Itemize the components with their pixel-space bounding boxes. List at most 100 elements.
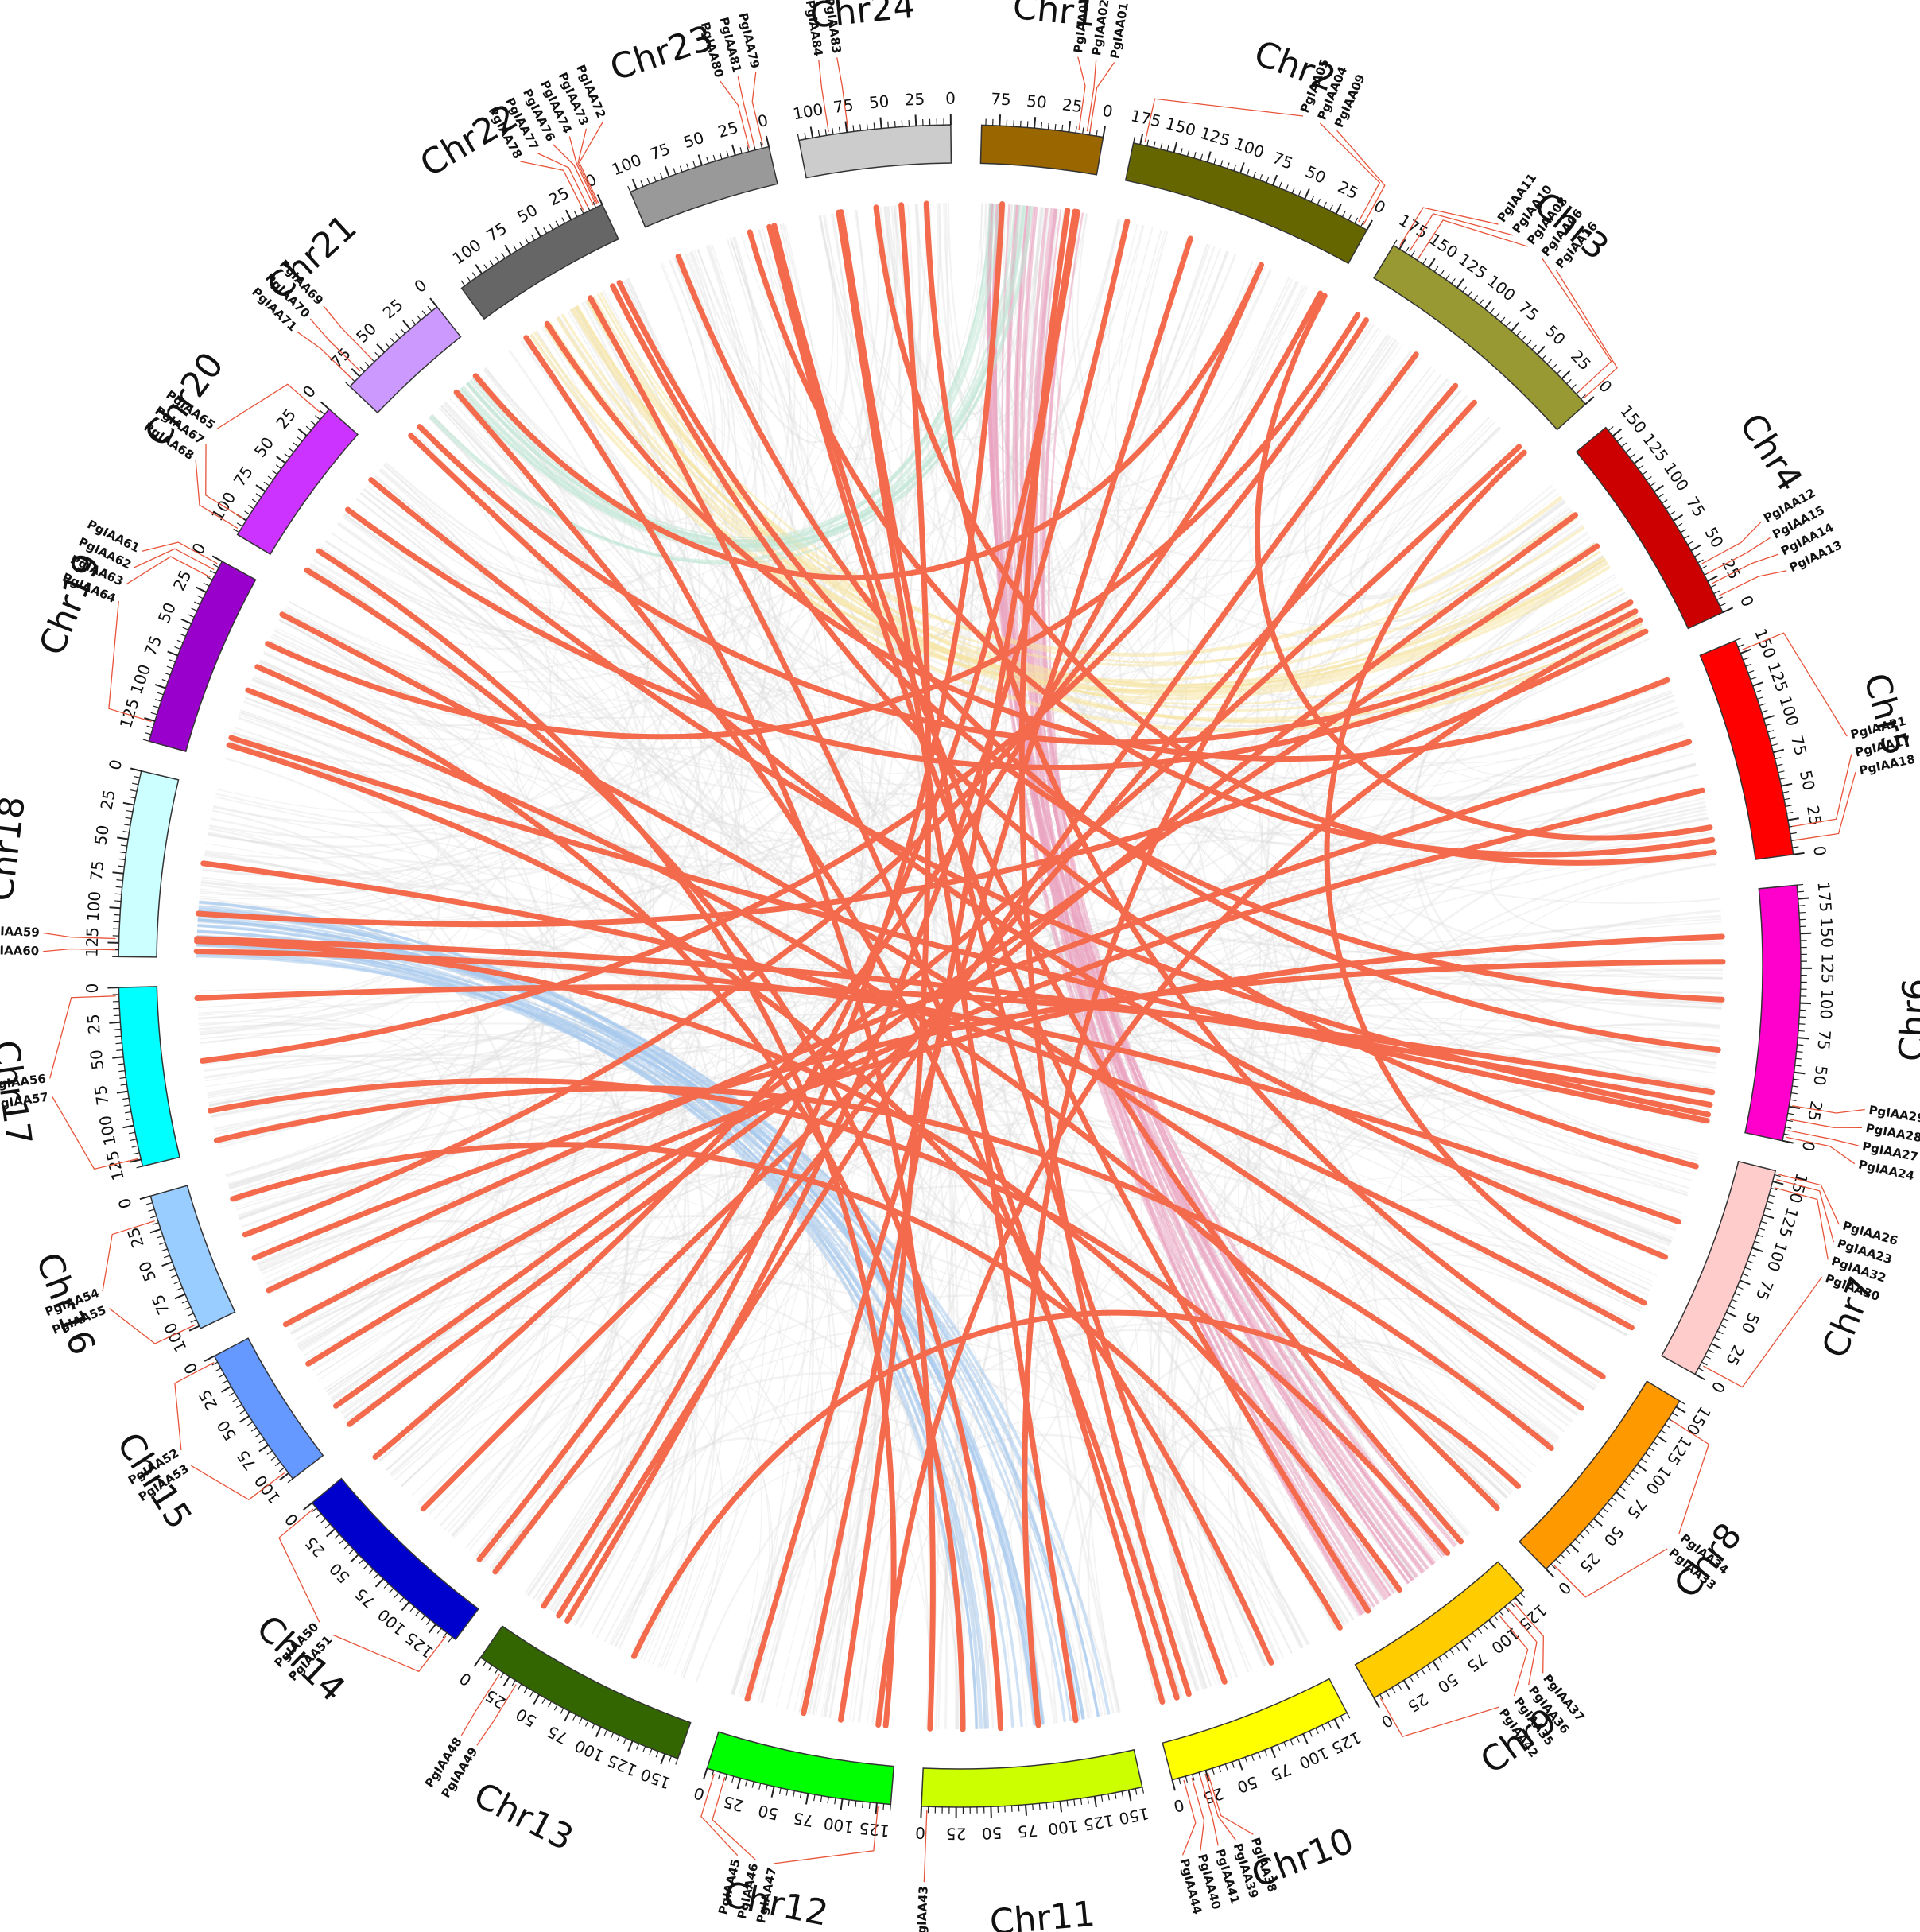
minor-tick [190, 1319, 197, 1323]
minor-tick [1227, 162, 1230, 169]
minor-tick [817, 130, 820, 137]
background-link [198, 757, 440, 1020]
major-tick [1561, 370, 1571, 380]
background-link [320, 207, 1046, 648]
tick-label: 50 [981, 1823, 1002, 1843]
minor-tick [720, 153, 723, 160]
background-link [533, 816, 1709, 1600]
minor-tick [1619, 1486, 1626, 1492]
minor-tick [247, 504, 254, 510]
minor-tick [1742, 1273, 1749, 1277]
background-link [579, 211, 879, 1629]
minor-tick [1735, 638, 1742, 642]
background-link [308, 333, 1389, 1367]
background-link [232, 731, 538, 1401]
minor-tick [553, 1704, 558, 1711]
tick-label: 100 [1642, 1462, 1675, 1498]
minor-tick [1761, 709, 1768, 713]
tick-label: 0 [1736, 592, 1758, 610]
tick-label: 150 [1117, 1804, 1150, 1829]
minor-tick [1153, 141, 1156, 148]
major-tick [844, 121, 848, 133]
background-link [707, 245, 858, 1697]
major-tick [196, 586, 207, 593]
background-link [1354, 1250, 1643, 1540]
major-tick [1239, 162, 1245, 173]
major-tick [1673, 514, 1684, 522]
tick-label: 25 [301, 1533, 329, 1561]
minor-tick [390, 337, 395, 343]
tick-label: 125 [1455, 250, 1491, 283]
chromosome-band-chr14 [311, 1477, 479, 1641]
minor-tick [785, 1789, 789, 1796]
major-tick [130, 1158, 142, 1163]
minor-tick [495, 256, 500, 262]
minor-tick [1565, 1549, 1571, 1554]
minor-tick [1641, 1458, 1647, 1464]
gene-leader-line [700, 1773, 739, 1856]
tick-label: 150 [1164, 114, 1198, 140]
chromosome-band-chr2 [1124, 142, 1368, 265]
tick-label: 100 [126, 661, 154, 696]
background-link [198, 1015, 443, 1236]
minor-tick [573, 211, 578, 217]
tick-label: 25 [123, 1225, 148, 1251]
minor-tick [1581, 394, 1586, 400]
background-link [206, 1077, 762, 1695]
colored-link [529, 333, 1599, 693]
minor-tick [131, 782, 139, 786]
major-tick [1656, 1435, 1667, 1443]
minor-tick [580, 208, 584, 214]
background-link [363, 489, 1560, 719]
major-tick [1515, 1596, 1523, 1607]
minor-tick [1597, 1513, 1604, 1519]
minor-tick [1516, 330, 1522, 336]
minor-tick [383, 1583, 389, 1589]
background-link [1311, 592, 1626, 1495]
major-tick [117, 836, 129, 840]
tick-label: 25 [379, 295, 407, 323]
tick-label: 100 [83, 890, 105, 922]
minor-tick [1309, 1730, 1313, 1737]
minor-tick [653, 175, 657, 182]
minor-tick [1317, 198, 1321, 205]
minor-tick [1798, 1030, 1805, 1032]
minor-tick [448, 1636, 453, 1643]
major-tick [1772, 1181, 1784, 1185]
chromosome-band-chr18 [118, 770, 180, 958]
minor-tick [116, 1049, 123, 1051]
colored-link [1041, 211, 1391, 1599]
minor-tick [209, 570, 216, 575]
background-link [199, 516, 519, 1035]
major-tick [239, 1415, 250, 1423]
major-tick [770, 1786, 775, 1798]
background-link [332, 1315, 675, 1650]
gene-leader-line [1670, 1419, 1710, 1535]
major-tick [1782, 1139, 1794, 1144]
minor-tick [374, 351, 380, 358]
background-link [1167, 250, 1673, 1242]
minor-tick [1749, 1254, 1756, 1257]
background-link [202, 203, 942, 878]
minor-tick [415, 1610, 421, 1616]
background-link [454, 1403, 697, 1662]
gene-leader-line [923, 1810, 928, 1883]
minor-tick [1192, 1774, 1195, 1781]
minor-tick [1744, 1267, 1751, 1271]
minor-tick [173, 1281, 180, 1285]
minor-tick [482, 1661, 487, 1667]
minor-tick [859, 124, 862, 131]
colored-link [1015, 205, 1443, 1558]
minor-tick [882, 1803, 885, 1810]
minor-tick [157, 1235, 164, 1239]
minor-tick [1315, 1728, 1319, 1734]
background-link [540, 1437, 852, 1721]
tick-label: 25 [716, 118, 740, 142]
background-link [346, 1280, 1266, 1666]
minor-tick [126, 809, 134, 813]
minor-tick [1499, 1611, 1504, 1616]
background-link [306, 568, 733, 1660]
minor-tick [244, 510, 250, 515]
chromosome-band-chr11 [921, 1749, 1143, 1808]
colored-link [569, 308, 1639, 721]
